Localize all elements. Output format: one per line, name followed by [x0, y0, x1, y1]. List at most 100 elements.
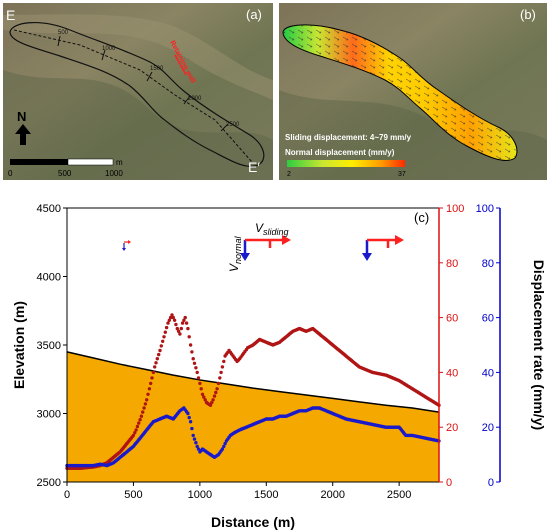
y-right-tick-label: 40 — [482, 367, 494, 379]
y-right-tick-label: 0 — [488, 477, 494, 489]
sliding-point — [146, 392, 150, 396]
retaining-wall-line — [174, 54, 187, 76]
normal-point — [192, 437, 197, 441]
sliding-point — [210, 400, 214, 405]
sliding-point — [176, 329, 181, 333]
profile-line — [13, 29, 253, 163]
sliding-point — [159, 344, 163, 348]
profile-tick-1000: 1000 — [102, 46, 116, 52]
x-tick-label: 0 — [64, 489, 70, 501]
sliding-point — [187, 335, 191, 339]
normal-point — [195, 444, 199, 449]
panel-c-tag: (c) — [414, 210, 429, 225]
sliding-point — [166, 321, 170, 325]
landslide-outline — [9, 22, 265, 167]
sliding-point — [208, 403, 213, 407]
sliding-point — [172, 318, 177, 322]
y-right-tick-label: 60 — [482, 313, 494, 325]
sliding-point — [188, 343, 193, 347]
sliding-point — [212, 394, 217, 398]
profile-tick-500: 500 — [58, 30, 69, 36]
y-left-tick-label: 4000 — [37, 272, 61, 284]
y-mid-tick-label: 40 — [446, 367, 458, 379]
sliding-point — [196, 376, 201, 380]
sliding-point — [183, 315, 187, 320]
sliding-point — [162, 335, 166, 339]
normal-point — [191, 433, 195, 438]
y-mid-tick-label: 0 — [446, 477, 452, 489]
sliding-point — [216, 381, 221, 386]
sliding-point — [158, 348, 162, 353]
x-tick-label: 2500 — [387, 489, 411, 501]
point-e-prime-label: E′ — [248, 159, 260, 175]
sliding-point — [192, 361, 197, 365]
sliding-point — [135, 424, 140, 429]
sliding-point — [199, 387, 203, 391]
sliding-point — [191, 357, 195, 361]
normal-point — [220, 447, 225, 451]
normal-point — [188, 420, 193, 424]
profile-tick-2000: 2000 — [188, 96, 202, 102]
sliding-point — [222, 359, 226, 364]
sliding-displacement-text: Sliding displacement: 4~79 mm/y — [285, 133, 412, 142]
sliding-point — [215, 387, 219, 391]
y-right-tick-label: 80 — [482, 258, 494, 270]
scale-tick-500: 500 — [58, 169, 72, 178]
scale-tick-1000: 1000 — [105, 169, 123, 178]
y-right-tick-label: 100 — [476, 203, 494, 215]
y-left-tick-label: 3500 — [37, 340, 61, 352]
sliding-point — [174, 322, 178, 327]
normal-point — [190, 426, 194, 431]
y-left-tick-label: 3000 — [37, 409, 61, 421]
scale-tick-0: 0 — [8, 169, 13, 178]
sliding-point — [219, 370, 223, 375]
sliding-point — [145, 398, 149, 402]
panel-a: 500 1000 1500 2000 2500 Retaining wall E… — [3, 3, 273, 180]
y-left-tick-label: 2500 — [37, 477, 61, 489]
y-axis-mid: 0 20 40 60 80 100 — [439, 203, 464, 489]
scale-unit: m — [116, 158, 123, 167]
v-sliding-label: Vsliding — [255, 221, 289, 237]
normal-point — [186, 411, 190, 416]
sliding-point — [133, 431, 137, 435]
sliding-series — [65, 313, 441, 470]
panel-b: (b) Sliding displacement: 4~79 mm/y Norm… — [279, 3, 547, 180]
x-tick-label: 1000 — [188, 489, 212, 501]
sliding-point — [198, 381, 202, 386]
sliding-point — [157, 352, 161, 357]
sliding-point — [138, 418, 142, 422]
elevation-fill — [67, 351, 439, 482]
y-axis-right-label: Displacement rate (mm/y) — [531, 260, 547, 430]
panel-c: 0 500 1000 1500 2000 2500 2500300035004000450… — [11, 203, 547, 530]
sliding-point — [200, 392, 205, 396]
sliding-point — [163, 330, 167, 334]
sliding-point — [218, 376, 222, 380]
normal-point — [187, 415, 191, 420]
sliding-point — [170, 313, 174, 317]
panel-b-terrain-shade — [279, 90, 547, 180]
sliding-point — [164, 325, 169, 330]
elevation-line — [66, 351, 440, 413]
sliding-point — [220, 365, 225, 369]
sliding-point — [182, 318, 186, 322]
sliding-point — [190, 350, 194, 354]
sliding-point — [178, 332, 182, 336]
sliding-point — [142, 406, 146, 410]
profile-tick-2500: 2500 — [226, 122, 240, 128]
panel-a-terrain-shade — [3, 70, 273, 180]
sliding-point — [139, 414, 144, 418]
sliding-point — [155, 357, 159, 361]
sliding-point — [168, 315, 173, 320]
x-axis: 0 500 1000 1500 2000 2500 — [64, 482, 411, 501]
sliding-point — [175, 326, 179, 331]
v-normal-label: Vnormal — [227, 235, 243, 272]
y-axis-left-label: Elevation (m) — [11, 301, 27, 389]
point-e-label: E — [6, 7, 15, 23]
x-axis-label: Distance (m) — [211, 514, 295, 530]
profile-tick-1500: 1500 — [150, 66, 164, 72]
colorbar-min: 2 — [287, 171, 291, 178]
sliding-point — [151, 370, 156, 375]
sliding-point — [180, 321, 185, 325]
normal-series — [65, 406, 441, 468]
